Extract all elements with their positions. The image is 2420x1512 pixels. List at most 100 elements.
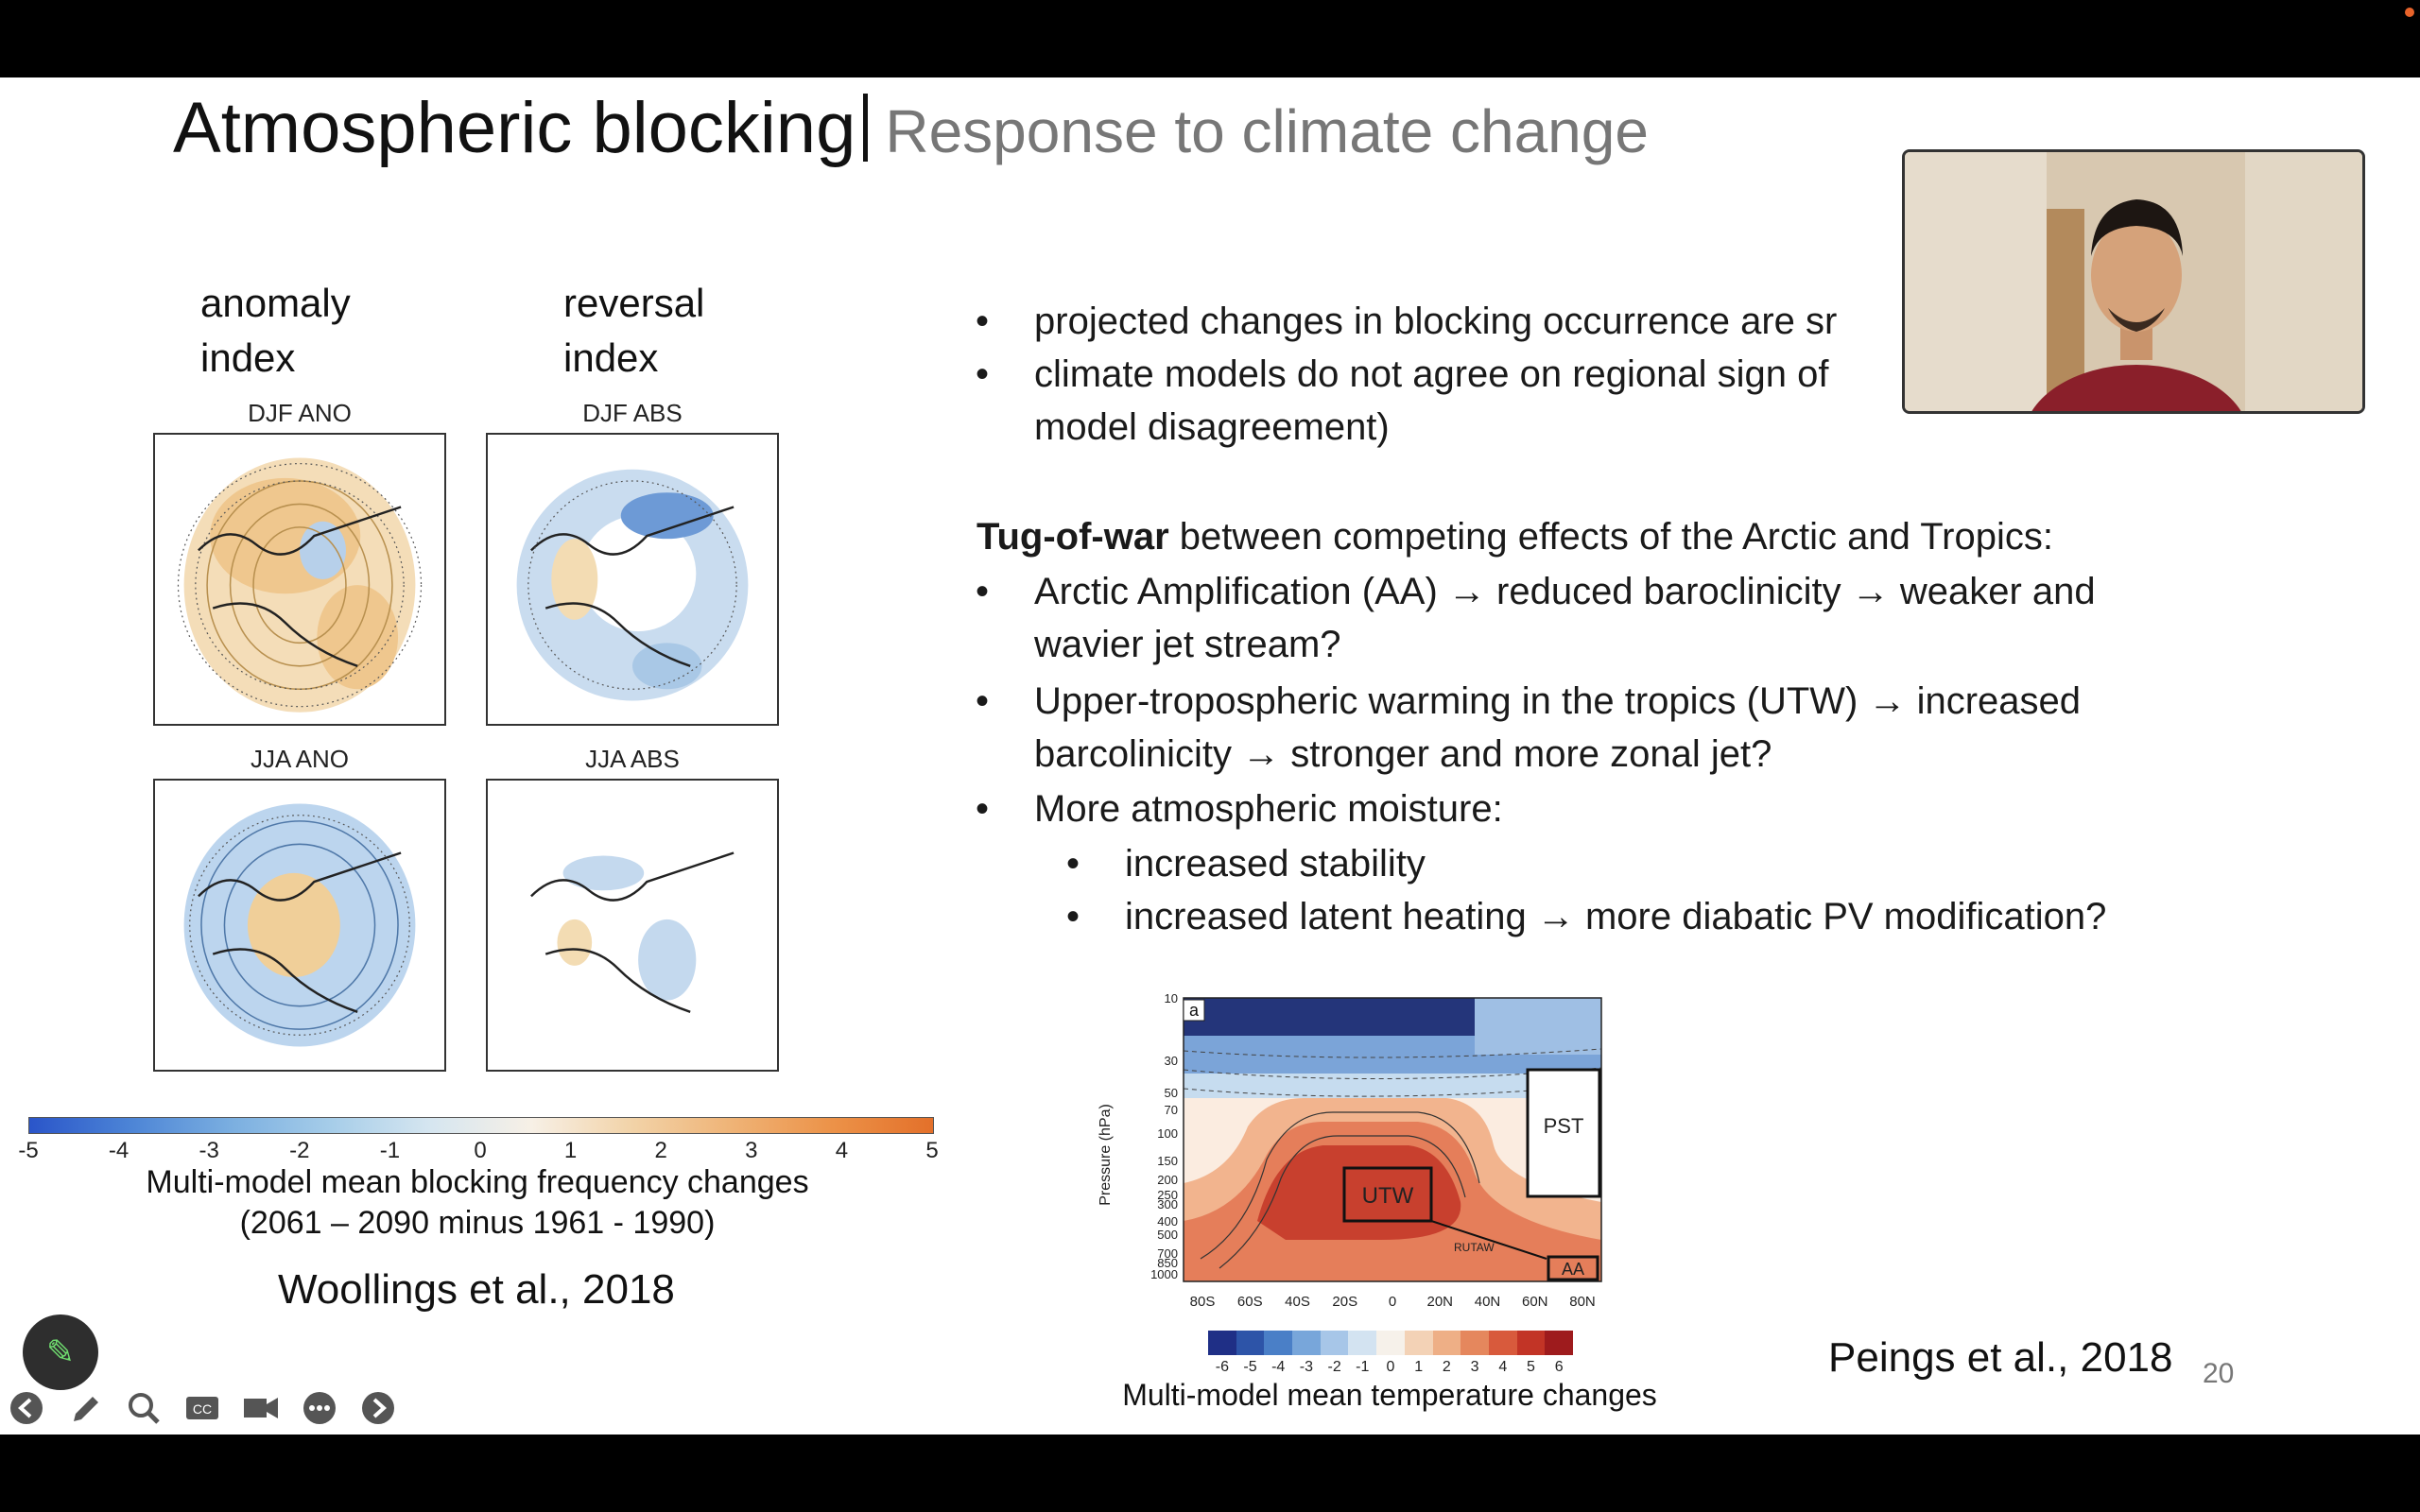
map-djf-ano — [153, 433, 446, 726]
presenter-video[interactable] — [1902, 149, 2365, 414]
colorbar-tick: -4 — [108, 1138, 130, 1163]
chart2-ytick: 250 — [1157, 1188, 1178, 1202]
slide-number: 20 — [2203, 1358, 2235, 1389]
chart2-xtick: 80N — [1569, 1294, 1596, 1310]
bullet-aa-line2: wavier jet stream? — [1034, 624, 1341, 665]
chart2-ytick: 200 — [1157, 1173, 1178, 1187]
presenter-video-frame — [1905, 152, 2362, 411]
map-label-djf-abs: DJF ABS — [582, 399, 683, 427]
colorbar-tick: -5 — [18, 1138, 39, 1163]
bullet-dot: • — [976, 571, 990, 612]
slide-title: Atmospheric blocking Response to climate … — [173, 87, 1649, 169]
title-main: Atmospheric blocking — [173, 88, 856, 168]
recording-indicator-icon — [2405, 8, 2414, 17]
bullet-dot: • — [976, 353, 990, 395]
svg-text:CC: CC — [193, 1401, 212, 1417]
bullet-moisture: More atmospheric moisture: — [1034, 788, 1503, 830]
captions-icon[interactable]: CC — [183, 1389, 221, 1427]
colorbar-tick: -2 — [289, 1138, 310, 1163]
title-divider — [863, 94, 869, 162]
map-jja-abs — [486, 779, 779, 1072]
chart2-xtick: 20N — [1426, 1294, 1453, 1310]
camera-icon[interactable] — [242, 1389, 280, 1427]
chart2-ytick: 150 — [1157, 1154, 1178, 1168]
temperature-colorbar-tick: 6 — [1554, 1359, 1564, 1375]
temperature-colorbar-tick: 4 — [1498, 1359, 1508, 1375]
reversal-index-label: reversal index — [563, 276, 704, 386]
blocking-colorbar — [28, 1117, 934, 1134]
bottom-bar — [0, 1435, 2420, 1512]
temperature-colorbar — [1208, 1331, 1574, 1355]
tug-bold: Tug-of-war — [977, 516, 1169, 558]
colorbar-swatch — [1432, 1331, 1461, 1355]
left-caption: Multi-model mean blocking frequency chan… — [57, 1164, 898, 1242]
colorbar-swatch — [1348, 1331, 1377, 1355]
chart2-utw-box: UTW — [1362, 1183, 1414, 1209]
chart2-ytick: 700 — [1157, 1246, 1178, 1261]
more-icon[interactable] — [301, 1389, 338, 1427]
bullet-dot: • — [976, 680, 990, 722]
temperature-colorbar-tick: -5 — [1243, 1359, 1257, 1375]
top-bar — [0, 0, 2420, 77]
chart2-aa-box: AA — [1562, 1260, 1584, 1279]
temperature-colorbar-tick: -2 — [1327, 1359, 1341, 1375]
temperature-colorbar-tick: -6 — [1215, 1359, 1229, 1375]
left-citation: Woollings et al., 2018 — [278, 1266, 675, 1313]
colorbar-swatch — [1516, 1331, 1546, 1355]
map-label-jja-abs: JJA ABS — [585, 745, 680, 773]
temperature-colorbar-tick: -1 — [1356, 1359, 1370, 1375]
chart2-ylabel: Pressure (hPa) — [1098, 1104, 1114, 1206]
colorbar-tick: 3 — [745, 1138, 758, 1163]
reversal-label-line2: index — [563, 335, 659, 380]
sub-bullet-dot: • — [1066, 896, 1080, 937]
chart2-xtick: 40N — [1475, 1294, 1501, 1310]
colorbar-tick: 2 — [654, 1138, 667, 1163]
chart2-rutaw-label: RUTAW — [1454, 1241, 1495, 1254]
chart2-xtick: 60S — [1237, 1294, 1263, 1310]
forward-icon[interactable] — [359, 1389, 397, 1427]
chart2-ytick: 70 — [1165, 1103, 1178, 1117]
colorbar-tick: -1 — [379, 1138, 401, 1163]
bullet-dot: • — [976, 788, 990, 830]
chart2-ytick: 500 — [1157, 1228, 1178, 1242]
right-citation: Peings et al., 2018 — [1828, 1334, 2173, 1381]
map-label-djf-ano: DJF ANO — [248, 399, 352, 427]
colorbar-swatch — [1320, 1331, 1349, 1355]
zoom-icon[interactable] — [125, 1389, 163, 1427]
chart2-ytick: 850 — [1157, 1256, 1178, 1270]
bullet-utw-line1: Upper-tropospheric warming in the tropic… — [1034, 680, 2082, 722]
temperature-colorbar-tick: 0 — [1386, 1359, 1395, 1375]
back-icon[interactable] — [8, 1389, 45, 1427]
chart2-xtick: 20S — [1332, 1294, 1357, 1310]
colorbar-swatch — [1376, 1331, 1406, 1355]
temperature-colorbar-tick: 2 — [1442, 1359, 1451, 1375]
temperature-colorbar-ticks: -6 -5 -4 -3 -2 -1 0 1 2 3 4 5 6 — [1208, 1359, 1573, 1378]
map-djf-abs — [486, 433, 779, 726]
annotate-pen-button[interactable]: ✎ — [23, 1314, 98, 1390]
colorbar-tick: 5 — [925, 1138, 939, 1163]
colorbar-swatch — [1264, 1331, 1293, 1355]
anomaly-index-label: anomaly index — [200, 276, 351, 386]
colorbar-swatch — [1488, 1331, 1518, 1355]
map-label-jja-ano: JJA ANO — [250, 745, 350, 773]
colorbar-tick: 4 — [835, 1138, 849, 1163]
chart2-panel-label: a — [1189, 1001, 1200, 1020]
sub-bullet-stability: increased stability — [1125, 843, 1426, 885]
colorbar-tick: 1 — [563, 1138, 578, 1163]
chart2-ytick: 300 — [1157, 1197, 1178, 1211]
left-caption-line1: Multi-model mean blocking frequency chan… — [146, 1164, 809, 1200]
left-caption-line2: (2061 – 2090 minus 1961 - 1990) — [239, 1205, 716, 1241]
chart2-xtick: 80S — [1190, 1294, 1216, 1310]
anomaly-label-line2: index — [200, 335, 296, 380]
chart2-xtick: 0 — [1389, 1294, 1396, 1310]
colorbar-tick: 0 — [474, 1138, 487, 1163]
sub-bullet-latent-heating: increased latent heating → more diabatic… — [1125, 896, 2107, 937]
pen-icon[interactable] — [66, 1389, 104, 1427]
bullet-top-2-cont: model disagreement) — [1034, 406, 1390, 448]
temperature-colorbar-tick: -4 — [1271, 1359, 1286, 1375]
chart2-ytick: 50 — [1165, 1086, 1178, 1100]
colorbar-tick: -3 — [199, 1138, 219, 1163]
chart2-ytick: 1000 — [1150, 1267, 1178, 1281]
chart2-pst-box: PST — [1544, 1114, 1584, 1138]
